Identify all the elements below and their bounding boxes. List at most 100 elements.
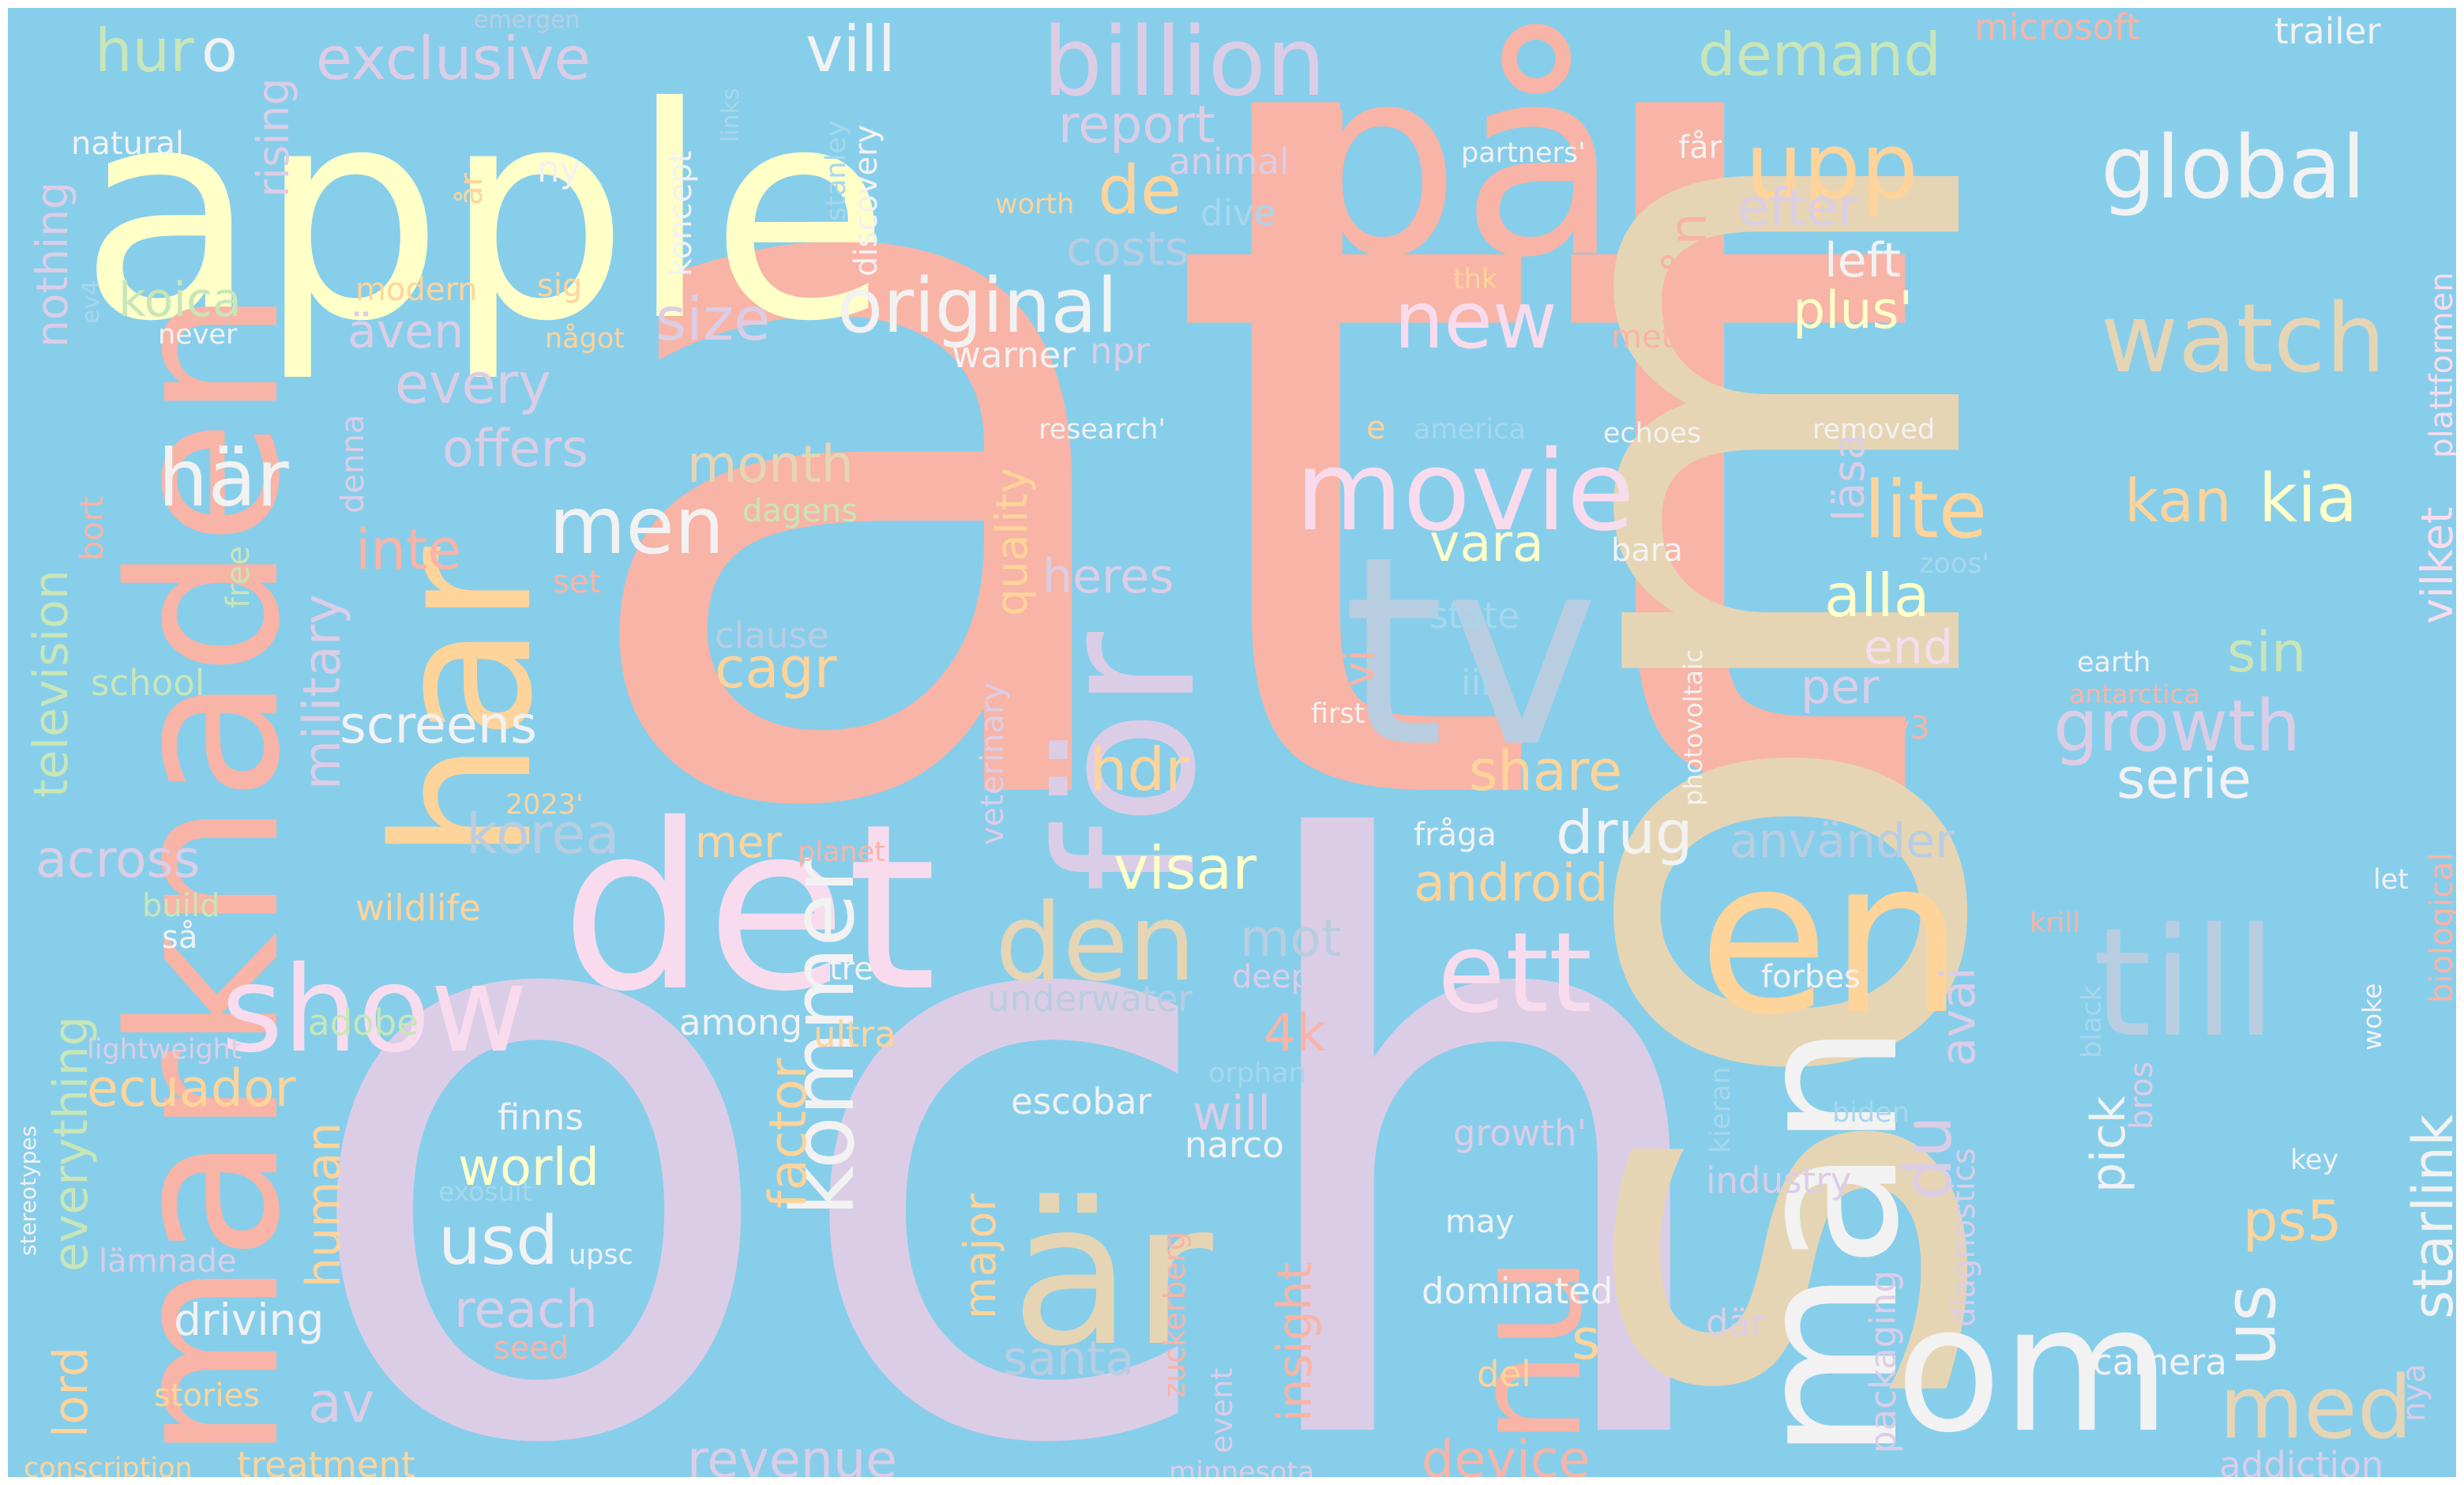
word-device: device <box>1422 1430 1591 1477</box>
word-2023: 2023' <box>505 789 584 821</box>
word-avai: avai <box>1931 967 1986 1066</box>
word-insight: insight <box>1268 1262 1323 1422</box>
word-planet: planet <box>798 836 885 868</box>
word-billion: billion <box>1042 8 1326 118</box>
word-starlink: starlink <box>2401 1114 2456 1319</box>
word-month: month <box>687 435 854 494</box>
word-det: det <box>561 776 937 1042</box>
word-zuckerberg: zuckerberg <box>1157 1231 1192 1398</box>
word-tre: tre <box>829 951 873 987</box>
word-del: del <box>1477 1353 1531 1395</box>
word-adobe: adobe <box>308 1002 419 1043</box>
word-event: event <box>1204 1368 1239 1453</box>
word-antarctica: antarctica <box>2069 679 2200 709</box>
word-stories: stories <box>154 1378 260 1414</box>
word-fran: från <box>1659 212 1718 316</box>
word-links: links <box>717 88 745 142</box>
word-trailer: trailer <box>2274 10 2381 52</box>
word-du: du <box>1889 1115 1967 1201</box>
word-alla: alla <box>1824 561 1930 630</box>
word-mer: mer <box>695 817 782 867</box>
word-thk: thk <box>1453 264 1498 295</box>
word-clause: clause <box>715 615 828 656</box>
word-military: military <box>293 594 352 790</box>
word-america: america <box>1414 414 1526 446</box>
word-npr: npr <box>1090 330 1150 372</box>
word-microsoft: microsoft <box>1974 8 2140 48</box>
word-far: får <box>1678 130 1722 166</box>
word-watch: watch <box>2101 284 2386 394</box>
word-usd: usd <box>438 1202 558 1280</box>
word-men: men <box>549 479 724 572</box>
word-biden: biden <box>1832 1097 1910 1129</box>
word-pick: pick <box>2081 1096 2136 1193</box>
word-black: black <box>2076 984 2108 1058</box>
word-warner: warner <box>952 334 1076 376</box>
word-report: report <box>1058 96 1215 155</box>
word-costs: costs <box>1066 221 1189 276</box>
word-modern: modern <box>355 272 478 308</box>
word-nothing: nothing <box>27 182 77 348</box>
word-kieran: kieran <box>1705 1066 1737 1153</box>
word-every: every <box>395 352 551 416</box>
word-industry: industry <box>1706 1160 1851 1201</box>
word-ecuador: ecuador <box>87 1059 296 1118</box>
word-har2: här <box>158 432 290 524</box>
word-den: den <box>995 881 1196 1005</box>
word-plattformen: plattformen <box>2424 272 2456 458</box>
word-may: may <box>1445 1204 1514 1240</box>
word-camera: camera <box>2093 1341 2227 1383</box>
word-vi: vi <box>1334 649 1384 687</box>
word-e: e <box>1366 410 1386 446</box>
word-narco: narco <box>1185 1124 1284 1166</box>
word-nagot: något <box>545 322 625 355</box>
word-never: never <box>158 319 238 351</box>
word-growth2: growth' <box>1453 1112 1587 1154</box>
word-seed: seed <box>494 1330 569 1367</box>
word-offers: offers <box>442 419 588 479</box>
word-vara: vara <box>1429 514 1544 573</box>
word-man: man <box>1712 1023 1942 1461</box>
word-dagens: dagens <box>742 493 858 529</box>
word-wildlife: wildlife <box>355 887 481 929</box>
word-television: television <box>24 570 79 798</box>
word-s: s <box>1572 1307 1600 1372</box>
word-upp: upp <box>1745 114 1918 220</box>
word-discovery: discovery <box>848 125 885 276</box>
word-av: av <box>308 1370 374 1435</box>
word-lasa: läsa <box>1824 434 1874 521</box>
word-worth: worth <box>995 189 1074 220</box>
word-quality: quality <box>986 468 1037 616</box>
word-stanley: stanley <box>821 120 852 221</box>
word-factor: factor <box>759 1058 818 1209</box>
word-serie: serie <box>2117 746 2252 811</box>
word-major: major <box>955 1194 1005 1319</box>
word-veterinary: veterinary <box>975 682 1011 845</box>
word-bort: bort <box>74 496 111 561</box>
word-cloud: att och som apple på marknaden har det f… <box>8 8 2456 1477</box>
word-key: key <box>2290 1145 2338 1176</box>
word-exclusive: exclusive <box>316 24 591 93</box>
word-santa: santa <box>1003 1331 1134 1386</box>
word-iii: iii <box>1461 662 1491 704</box>
word-mot: mot <box>1240 909 1342 968</box>
word-let: let <box>2373 864 2409 896</box>
word-ett: ett <box>1437 909 1592 1038</box>
word-everything: everything <box>43 1016 99 1272</box>
word-ar: är <box>1011 1160 1213 1389</box>
word-size: size <box>655 284 770 354</box>
word-research: research' <box>1039 414 1166 446</box>
word-orphan: orphan <box>1208 1058 1306 1089</box>
word-end: end <box>1864 620 1953 675</box>
word-kommer: kommer <box>772 857 873 1216</box>
word-across: across <box>36 830 200 889</box>
word-new: new <box>1394 274 1557 367</box>
word-screens: screens <box>340 696 537 755</box>
word-driving: driving <box>174 1295 324 1345</box>
word-nya: nya <box>2396 1363 2432 1422</box>
word-addiction: addiction <box>2219 1444 2383 1477</box>
word-show: show <box>221 942 528 1079</box>
word-ny: ny <box>537 148 580 190</box>
word-koica: koica <box>118 273 242 328</box>
word-ev3: ev3 <box>1872 710 1930 746</box>
